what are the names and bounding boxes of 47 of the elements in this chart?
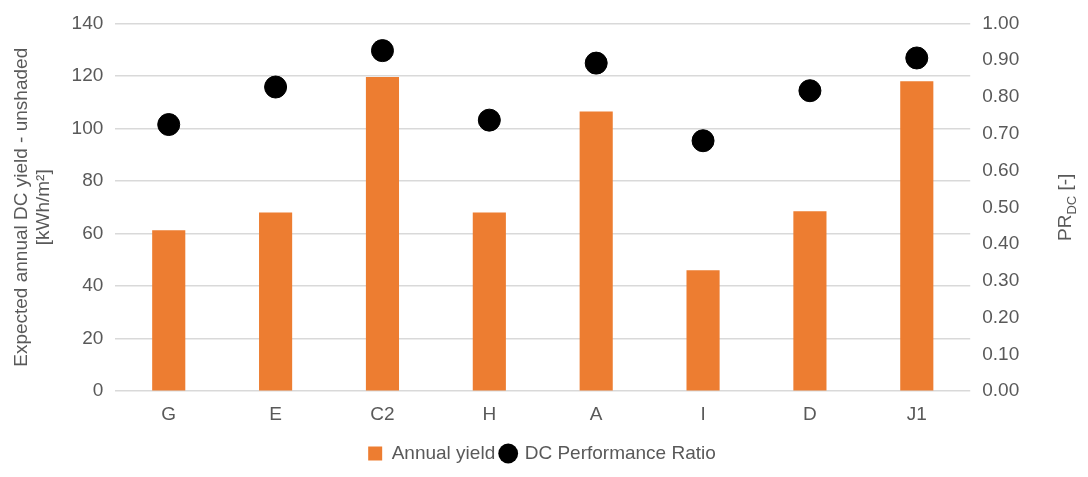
y-tick-label: 20: [82, 326, 104, 348]
y2-tick-label: 0.40: [982, 232, 1020, 254]
x-tick-label: H: [482, 402, 497, 424]
point: [798, 79, 822, 103]
point: [905, 46, 929, 70]
y2-tick-label: 0.00: [982, 379, 1020, 401]
bar: [686, 270, 720, 391]
y-tick-label: 40: [82, 274, 104, 296]
legend-label: Annual yield: [391, 441, 496, 463]
y-tick-label: 60: [82, 221, 104, 243]
x-tick-label: D: [803, 402, 817, 424]
point: [157, 113, 181, 137]
bar: [472, 212, 506, 391]
y-axis-title: Expected annual DC yield - unshaded [kWh/m²]: [9, 47, 54, 367]
y2-tick-label: 0.30: [982, 269, 1020, 291]
y-tick-label: 100: [71, 116, 104, 138]
y2-tick-label: 0.50: [982, 195, 1020, 217]
y2-tick-label: 0.90: [982, 48, 1020, 70]
x-tick-label: E: [269, 402, 282, 424]
x-tick-label: C2: [370, 402, 395, 424]
bar: [152, 230, 186, 391]
y-tick-label: 120: [71, 64, 104, 86]
y2-tick-label: 0.80: [982, 85, 1020, 107]
bar: [579, 111, 613, 391]
bar: [793, 211, 827, 391]
y2-tick-label: 0.10: [982, 342, 1020, 364]
legend-label: DC Performance Ratio: [524, 441, 716, 463]
point: [691, 129, 715, 153]
point: [264, 75, 288, 99]
point: [584, 51, 608, 75]
x-tick-label: I: [700, 402, 706, 424]
x-tick-label: A: [589, 402, 603, 424]
y-tick-label: 140: [71, 11, 104, 33]
y2-tick-label: 0.20: [982, 305, 1020, 327]
y2-axis-title: PRDC [-]: [1054, 173, 1079, 241]
x-tick-label: G: [161, 402, 177, 424]
y2-tick-label: 1.00: [982, 11, 1020, 33]
x-tick-label: J1: [906, 402, 927, 424]
y2-tick-label: 0.60: [982, 158, 1020, 180]
bar: [259, 212, 293, 391]
bar: [365, 76, 400, 391]
y-tick-label: 0: [92, 379, 104, 401]
point: [370, 39, 394, 63]
y2-tick-label: 0.70: [982, 121, 1020, 143]
y-tick-label: 80: [82, 169, 104, 191]
point: [477, 108, 501, 132]
bar: [900, 81, 934, 391]
